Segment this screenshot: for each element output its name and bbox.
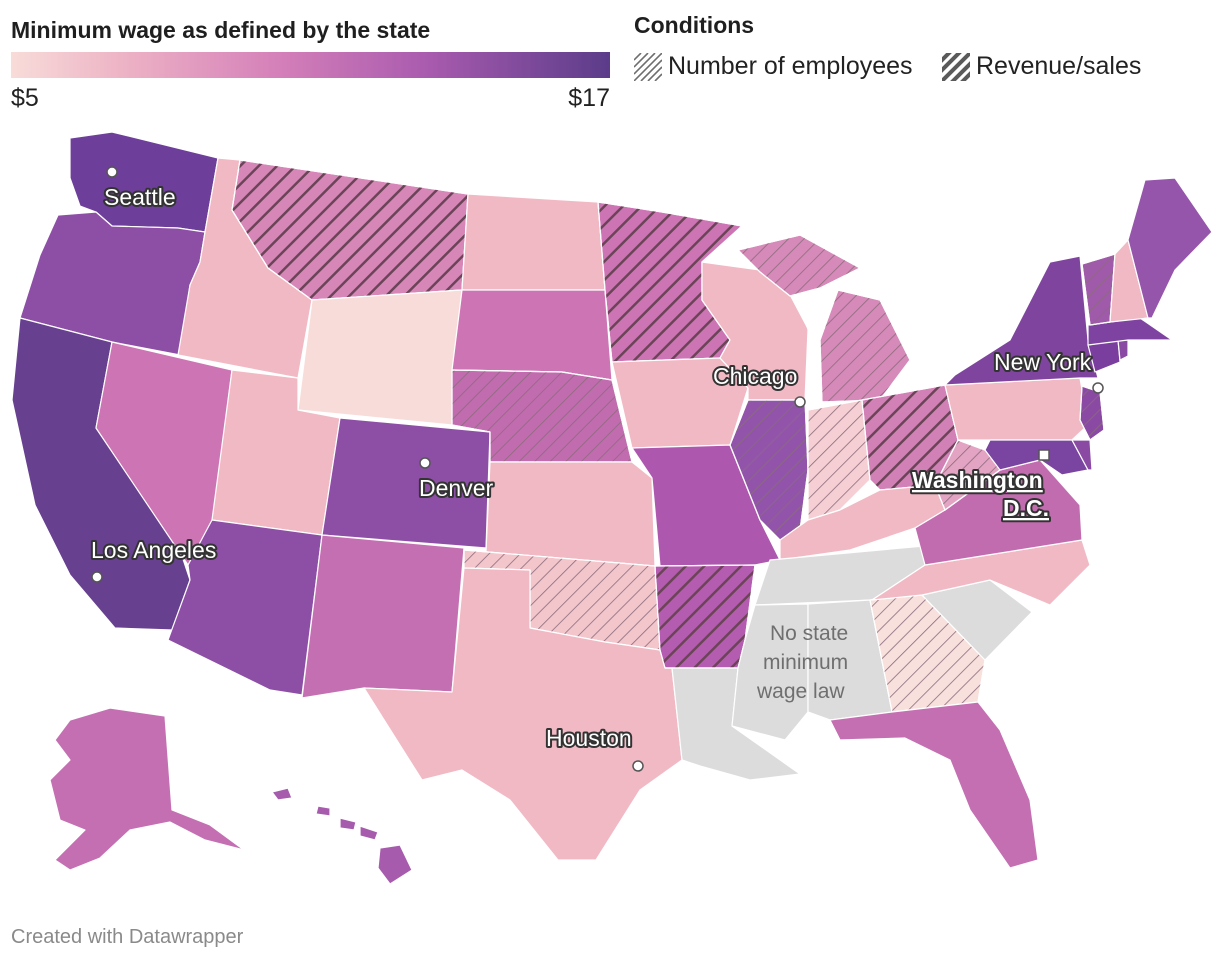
color-scale-title: Minimum wage as defined by the state: [11, 17, 431, 43]
denver-label: Denver: [419, 475, 493, 501]
houston-label: Houston: [546, 725, 632, 751]
no-law-label-line3: wage law: [756, 680, 845, 703]
denver-marker: [419, 457, 431, 469]
state-hawaii: [271, 787, 413, 885]
state-indiana-hatch: [807, 399, 871, 521]
houston-marker: [632, 760, 644, 772]
legend-item-employees: Number of employees: [634, 52, 913, 81]
seattle-marker: [106, 166, 118, 178]
los-angeles-label: Los Angeles: [91, 537, 216, 563]
scale-min-label: $5: [11, 84, 39, 112]
washington-dc-marker: [1038, 449, 1050, 461]
state-north-dakota: [461, 193, 606, 291]
state-new-jersey-hatch: [1079, 385, 1105, 441]
chicago-label: Chicago: [713, 363, 797, 389]
state-pennsylvania: [944, 377, 1089, 441]
legend-employees-label: Number of employees: [668, 52, 913, 80]
state-alaska: [49, 707, 245, 871]
state-michigan-hatch: [819, 289, 911, 403]
los-angeles-marker: [91, 571, 103, 583]
state-florida: [829, 701, 1039, 869]
state-arkansas-hatch: [654, 564, 756, 669]
new-york-label: New York: [994, 349, 1092, 375]
legend-revenue-label: Revenue/sales: [976, 52, 1142, 80]
state-new-mexico: [301, 534, 465, 699]
scale-max-label: $17: [568, 84, 610, 112]
state-rhode-island: [1117, 339, 1129, 361]
state-michigan-up-hatch: [737, 234, 861, 297]
washington-dc-label-line1: Washington: [912, 467, 1043, 493]
state-maine: [1127, 177, 1213, 319]
color-scale-bar: [11, 52, 610, 78]
conditions-title: Conditions: [634, 12, 755, 38]
state-wyoming: [297, 289, 463, 426]
thick-hatch-swatch-icon: [942, 52, 970, 81]
legend-item-revenue: Revenue/sales: [942, 52, 1141, 81]
seattle-label: Seattle: [104, 184, 176, 210]
state-delaware: [1071, 439, 1093, 471]
attribution-footer: Created with Datawrapper: [11, 926, 244, 948]
state-iowa: [611, 357, 749, 449]
no-law-label-line1: No state: [770, 622, 848, 645]
no-law-label-line2: minimum: [763, 651, 848, 674]
washington-dc-label-line2: D.C.: [1003, 495, 1049, 521]
state-south-dakota: [451, 289, 613, 381]
thin-hatch-swatch-icon: [634, 52, 662, 81]
state-texas: [363, 567, 683, 861]
new-york-marker: [1092, 382, 1104, 394]
chicago-marker: [794, 396, 806, 408]
state-kansas: [485, 461, 656, 567]
state-north-carolina: [871, 539, 1091, 606]
